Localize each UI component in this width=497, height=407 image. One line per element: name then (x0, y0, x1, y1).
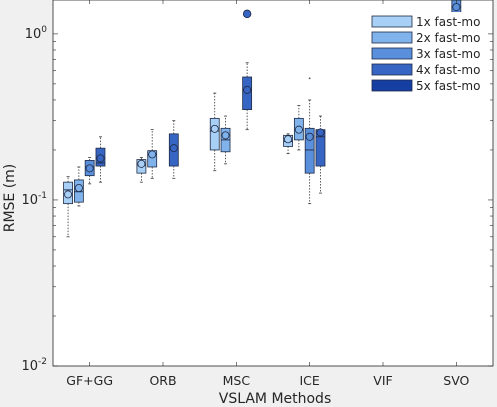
legend-label: 1x fast-mo (416, 15, 480, 29)
legend-item: 1x fast-mo (371, 15, 480, 29)
box-iqr (209, 117, 220, 151)
legend-swatch (371, 79, 413, 92)
mean-marker (85, 164, 94, 173)
mean-marker (210, 124, 219, 133)
x-tick-label: SVO (443, 373, 469, 388)
legend-label: 5x fast-mo (416, 79, 480, 93)
plot-area: 10-2 10-1 100 GF+GG ORB MSC ICE VIF SVO 1x fast-m… (21, 0, 494, 388)
mean-marker (221, 131, 230, 140)
x-axis-label: VSLAM Methods (219, 391, 332, 407)
box-msc-4x-fast-mo (242, 9, 253, 131)
legend: 1x fast-mo 2x fast-mo 3x fast-mo 4x fast-mo… (368, 12, 488, 98)
box-iqr (304, 127, 315, 174)
legend-swatch (371, 15, 413, 28)
y-tick-label: 10-2 (21, 357, 47, 374)
y-axis-label: RMSE (m) (2, 164, 18, 233)
mean-marker (316, 128, 325, 137)
box-orb-4x-fast-mo (168, 120, 179, 179)
box-gfgg-4x-fast-mo (95, 136, 106, 183)
box-orb-2x-fast-mo (147, 129, 158, 179)
mean-marker (169, 144, 178, 153)
outlier-marker (308, 77, 311, 80)
box-gfgg-1x-fast-mo (63, 176, 73, 238)
x-tick-label: VIF (373, 373, 392, 388)
x-tick-label: GF+GG (66, 373, 113, 388)
chart-marks (63, 0, 462, 238)
box-gfgg-3x-fast-mo (84, 157, 95, 185)
box-orb-1x-fast-mo (136, 157, 147, 183)
box-ice-4x-fast-mo (315, 115, 326, 194)
y-minor-ticks (53, 33, 493, 367)
mean-marker (284, 135, 293, 144)
legend-label: 4x fast-mo (416, 63, 480, 77)
axes-frame (52, 0, 494, 367)
box-msc-2x-fast-mo (220, 115, 231, 165)
legend-item: 5x fast-mo (371, 79, 480, 93)
mean-marker (96, 154, 105, 163)
mean-marker (148, 150, 157, 159)
y-tick-label: 10-1 (21, 191, 47, 208)
x-tick-label: ORB (149, 373, 176, 388)
legend-swatch (371, 31, 413, 44)
legend-swatch (371, 63, 413, 76)
box-msc-1x-fast-mo (209, 92, 220, 172)
box-ice-1x-fast-mo (283, 133, 293, 155)
mean-marker (64, 190, 73, 199)
legend-label: 2x fast-mo (416, 31, 480, 45)
legend-item: 2x fast-mo (371, 31, 480, 45)
box-gfgg-2x-fast-mo (73, 166, 84, 207)
mean-marker (137, 159, 146, 168)
legend-label: 3x fast-mo (416, 47, 480, 61)
x-tick-label: ICE (300, 373, 320, 388)
box-ice-2x-fast-mo (293, 105, 304, 151)
legend-item: 3x fast-mo (371, 47, 480, 61)
outlier-marker (242, 9, 252, 19)
mean-marker (294, 125, 303, 134)
mean-marker (74, 184, 83, 193)
mean-marker (243, 85, 252, 94)
box-ice-3x-fast-mo (304, 77, 315, 205)
legend-swatch (371, 47, 413, 60)
mean-marker (452, 3, 461, 12)
legend-item: 4x fast-mo (371, 63, 480, 77)
mean-marker (305, 132, 314, 141)
y-tick-label: 100 (25, 25, 48, 42)
x-tick-label: MSC (223, 373, 251, 388)
